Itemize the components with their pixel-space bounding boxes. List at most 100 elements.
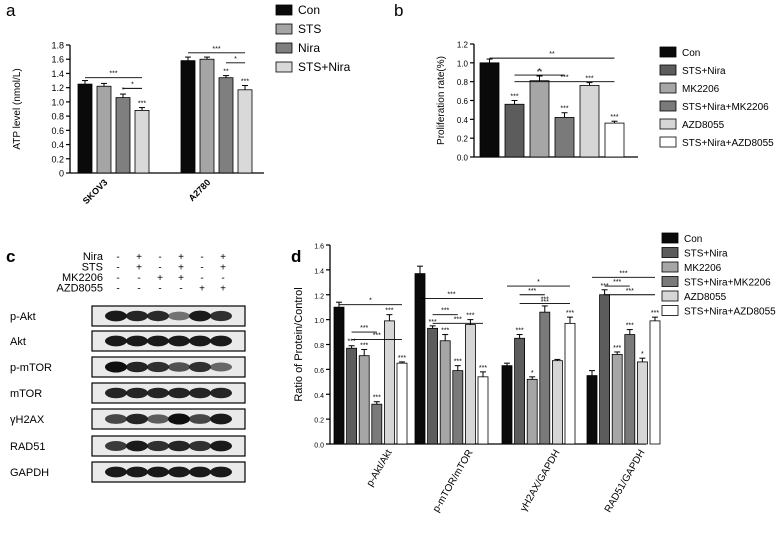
panel-b-legend-label: STS+Nira [682,66,726,77]
panel-b-comparison-label: ** [549,51,555,58]
panel-d-bar [637,361,648,445]
panel-a-y-tick-label: 0.8 [51,112,64,122]
panel-b-legend-swatch [659,46,677,58]
panel-b-legend-swatch [659,100,677,112]
panel-c-treatment-mark: + [199,284,205,295]
panel-a-legend-swatch [275,4,293,16]
panel-a-bar [199,58,215,174]
panel-c-band [147,387,169,399]
panel-a-chart: 0 0.2 0.4 0.6 0.8 1.0 1.2 1.4 1.6 1.8 ATP level (n… [12,3,351,206]
panel-d-significance: *** [541,299,549,306]
panel-d-legend-swatch [661,305,679,316]
panel-c-band [147,466,169,478]
panel-a-y-tick-label: 1.8 [51,41,64,51]
panel-b-bar [504,103,525,158]
panel-a-bar [77,83,93,174]
panel-a-legend-label: Nira [298,41,320,55]
panel-a-x-tick-label: A2780 [187,177,213,203]
panel-d-y-tick-label: 0.0 [314,443,324,450]
panel-a-label: a [6,1,16,20]
panel-d-legend-label: AZD8055 [684,292,727,303]
panel-c-band [168,413,190,425]
panel-d-y-tick-label: 0.2 [314,418,324,425]
panel-c-band [189,310,211,322]
panel-d-y-tick-label: 1.6 [314,244,324,251]
panel-d-bar [396,362,408,445]
panel-c-band [210,335,232,347]
panel-c-band [210,362,232,372]
panel-a-y-tick-label: 1.0 [51,97,64,107]
panel-d-comparison-label: * [369,298,372,305]
panel-d-bar [564,322,576,445]
panel-a-legend-swatch [275,23,293,35]
panel-b-y-tick-label: 0.8 [457,78,469,87]
panel-d-bar [599,294,610,445]
panel-a-legend-label: Con [298,3,320,17]
panel-c-band [126,440,148,452]
panel-a-significance: *** [138,101,146,108]
panel-d-legend-swatch [661,247,679,258]
panel-b-comparison-label: *** [560,75,568,82]
panel-b-bar [604,122,625,158]
panel-d-comparison-label: *** [541,296,549,303]
panel-c-band [189,440,211,452]
panel-a-significance: * [122,87,125,94]
panel-a-comparison-label: *** [109,71,117,78]
panel-d-y-tick-label: 0.6 [314,368,324,375]
panel-b-legend-label: Con [682,48,700,59]
panel-d-bar [414,273,426,445]
panel-d-legend-swatch [661,290,679,302]
panel-d-legend-label: MK2206 [684,263,722,274]
panel-a-legend-swatch [275,42,293,54]
panel-a-comparison-label: *** [212,46,220,53]
panel-c-band [168,466,190,478]
panel-a-y-axis-title: ATP level (nmol/L) [12,68,23,149]
panel-c-band [147,335,169,347]
panel-c-blot-label: Akt [10,336,26,348]
panel-d-bar [649,320,661,445]
panel-d-bar [427,327,439,445]
panel-b-label: b [394,1,403,20]
panel-d-label: d [291,247,301,266]
panel-c-band [168,362,190,372]
panel-b-y-tick-label: 1.2 [457,41,469,50]
panel-b-bar [554,117,575,158]
panel-c-band [210,413,232,425]
panel-c-treatment-mark: + [178,273,184,284]
panel-a-comparison-label: * [131,81,134,88]
panel-d-comparison-label: *** [528,288,536,295]
panel-d-legend-swatch [661,276,679,287]
panel-d-bar [586,375,598,445]
panel-c-treatment-mark: + [220,263,226,274]
panel-c-blot-label: γH2AX [10,414,45,426]
panel-c-band [126,335,148,347]
panel-d-legend-swatch [661,261,679,273]
panel-b-y-axis-title: Proliferation rate(%) [436,56,447,145]
panel-c-western-blot: Nira - + - + - +STS - + - + - +MK2206- - + + - -AZD8055- -… [10,251,246,483]
panel-c-band [147,440,169,452]
panel-b-bar [479,62,500,158]
panel-c-treatment-mark: + [136,263,142,274]
panel-d-x-tick-label: RAD51/GAPDH [603,448,648,515]
panel-d-significance: *** [651,310,659,317]
panel-b-comparison-label: * [538,68,541,75]
panel-c-band [126,361,148,373]
panel-a-y-tick-label: 1.6 [51,55,64,65]
panel-b-legend-swatch [659,64,677,76]
panel-c-band [189,466,211,478]
panel-c-band [189,414,211,424]
panel-a-y-tick-label: 0 [59,169,64,179]
panel-c-label: c [6,247,15,266]
panel-b-legend-label: AZD8055 [682,120,725,131]
panel-d-significance: *** [373,395,381,402]
panel-c-treatment-mark: - [158,252,161,263]
panel-c-band [168,440,190,452]
panel-c-band [126,310,148,322]
panel-b-significance: *** [610,114,618,121]
panel-b-y-tick-label: 0.4 [457,116,469,125]
panel-c-blot-label: p-mTOR [10,362,52,374]
panel-b-legend-label: STS+Nira+MK2206 [682,102,769,113]
panel-b-significance: *** [585,76,593,83]
panel-d-comparison-label: *** [373,333,381,340]
